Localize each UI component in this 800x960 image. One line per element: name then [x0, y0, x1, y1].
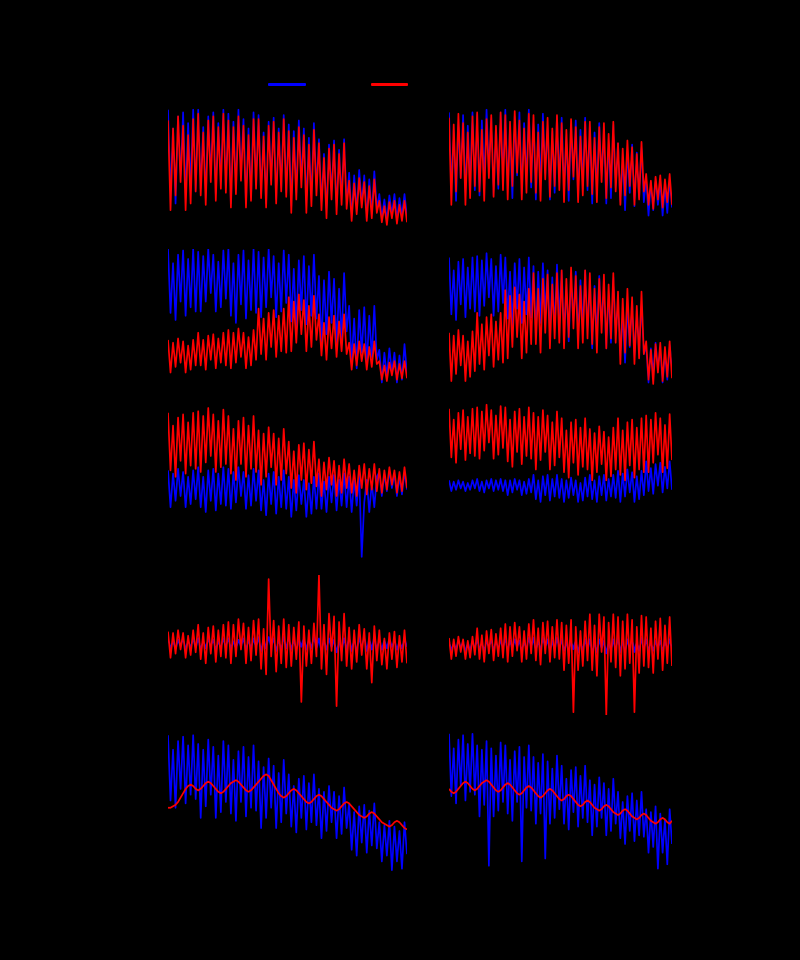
line-red: [449, 405, 672, 481]
subplot-row5-left-plot: [168, 728, 407, 873]
subplot-row2-left: [168, 249, 407, 391]
line-red: [168, 408, 407, 496]
line-blue: [168, 249, 407, 382]
line-red: [168, 114, 407, 225]
subplot-row5-left: [168, 728, 407, 873]
subplot-row1-left-plot: [168, 103, 407, 237]
subplot-row4-right-plot: [449, 575, 672, 715]
subplot-row3-left-plot: [168, 400, 407, 560]
subplot-row2-right-plot: [449, 249, 672, 391]
subplot-row1-right: [449, 103, 672, 237]
line-blue: [449, 461, 672, 502]
subplot-row3-right-plot: [449, 402, 672, 537]
line-red: [449, 614, 672, 715]
subplot-row5-right-plot: [449, 728, 672, 873]
line-blue: [168, 735, 407, 870]
subplot-row2-right: [449, 249, 672, 391]
line-blue: [449, 734, 672, 869]
line-red: [168, 774, 407, 829]
legend-red-line-swatch: [371, 83, 408, 86]
line-red: [449, 267, 672, 383]
subplot-row3-right: [449, 402, 672, 537]
subplot-row4-left: [168, 575, 407, 713]
legend-blue-line-swatch: [268, 83, 306, 86]
line-red: [449, 111, 672, 209]
line-red: [168, 575, 407, 706]
subplot-row4-right: [449, 575, 672, 715]
subplot-row5-right: [449, 728, 672, 873]
subplot-row4-left-plot: [168, 575, 407, 713]
subplot-row3-left: [168, 400, 407, 560]
subplot-row2-left-plot: [168, 249, 407, 391]
line-red: [449, 780, 672, 824]
subplot-row1-right-plot: [449, 103, 672, 237]
line-red: [168, 294, 407, 381]
subplot-row1-left: [168, 103, 407, 237]
